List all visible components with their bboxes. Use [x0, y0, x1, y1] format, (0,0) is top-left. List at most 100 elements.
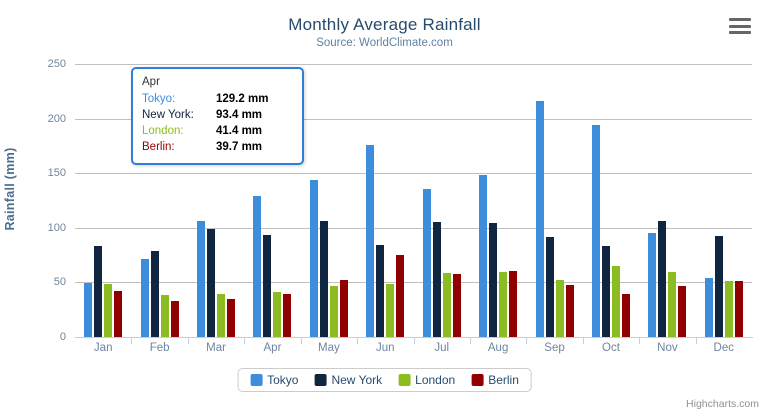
tooltip-series-name: London:: [142, 125, 184, 137]
bar-tokyo-jul[interactable]: [422, 188, 431, 337]
bar-new-york-feb[interactable]: [150, 250, 159, 337]
legend-label: London: [415, 373, 456, 387]
bar-new-york-dec[interactable]: [714, 236, 723, 337]
bar-new-york-jun[interactable]: [376, 244, 385, 337]
plot-area: [75, 64, 752, 337]
bar-tokyo-apr[interactable]: [253, 195, 262, 337]
tooltip-row: New York: 93.4 mm: [142, 107, 293, 123]
x-axis-tick-label: Nov: [657, 342, 678, 354]
bar-berlin-jan[interactable]: [114, 290, 123, 337]
x-axis-tick-label: Oct: [602, 342, 620, 354]
bar-berlin-jun[interactable]: [396, 254, 405, 337]
bar-london-apr[interactable]: [273, 291, 282, 337]
bar-tokyo-feb[interactable]: [140, 258, 149, 337]
bar-tokyo-sep[interactable]: [535, 100, 544, 337]
grid-line: [75, 118, 752, 120]
legend-label: Tokyo: [267, 373, 299, 387]
bar-berlin-mar[interactable]: [227, 299, 236, 337]
bar-london-jun[interactable]: [386, 284, 395, 337]
y-axis-tick-label: 150: [47, 167, 66, 180]
bar-london-feb[interactable]: [160, 294, 169, 337]
bar-berlin-jul[interactable]: [452, 274, 461, 337]
tooltip-series-value: 93.4 mm: [216, 109, 263, 121]
bar-london-nov[interactable]: [668, 272, 677, 337]
legend-item-berlin[interactable]: Berlin: [471, 373, 519, 387]
legend-item-tokyo[interactable]: Tokyo: [250, 373, 298, 387]
x-axis-tick: [131, 338, 133, 344]
menu-bar-3: [729, 31, 751, 34]
bar-berlin-aug[interactable]: [509, 271, 518, 337]
bar-new-york-jan[interactable]: [94, 245, 103, 337]
bar-new-york-mar[interactable]: [207, 229, 216, 337]
grid-line: [75, 227, 752, 229]
x-axis-tick: [695, 338, 697, 344]
bar-tokyo-aug[interactable]: [479, 174, 488, 337]
hamburger-menu-icon[interactable]: [729, 16, 751, 36]
grid-line: [75, 173, 752, 175]
tooltip-series-value: 39.7 mm: [216, 141, 263, 153]
bar-london-jul[interactable]: [442, 272, 451, 337]
bar-new-york-jul[interactable]: [432, 222, 441, 337]
bar-tokyo-dec[interactable]: [704, 277, 713, 337]
x-axis-tick-label: Jul: [434, 342, 450, 354]
credits-link[interactable]: Highcharts.com: [686, 398, 759, 410]
bar-tokyo-oct[interactable]: [591, 125, 600, 337]
tooltip-series-value: 129.2 mm: [216, 93, 269, 105]
chart-legend: Tokyo New York London Berlin: [237, 368, 532, 392]
tooltip-rows: Tokyo: 129.2 mm New York: 93.4 mm London: 41.…: [142, 91, 293, 155]
bar-london-jan[interactable]: [104, 283, 113, 337]
x-axis-tick: [582, 338, 584, 344]
bar-tokyo-jan[interactable]: [84, 282, 93, 337]
legend-item-london[interactable]: London: [398, 373, 455, 387]
chart-subtitle: Source: WorldClimate.com: [316, 37, 453, 49]
bar-new-york-aug[interactable]: [489, 223, 498, 337]
tooltip-series-value: 41.4 mm: [216, 125, 263, 137]
bar-london-sep[interactable]: [555, 279, 564, 337]
bar-london-oct[interactable]: [611, 265, 620, 337]
grid-line: [75, 64, 752, 65]
bar-tokyo-may[interactable]: [309, 179, 318, 337]
y-axis-tick-label: 250: [47, 58, 66, 70]
bar-new-york-may[interactable]: [319, 221, 328, 337]
bar-london-mar[interactable]: [217, 294, 226, 337]
bar-berlin-feb[interactable]: [170, 300, 179, 337]
tooltip-series-name: Tokyo:: [142, 93, 176, 105]
bar-tokyo-nov[interactable]: [648, 232, 657, 337]
y-axis-tick-label: 50: [53, 276, 66, 289]
legend-item-new-york[interactable]: New York: [314, 373, 382, 387]
bar-berlin-nov[interactable]: [678, 285, 687, 337]
menu-bar-1: [729, 18, 751, 21]
bar-new-york-oct[interactable]: [601, 245, 610, 337]
grid-line: [75, 282, 752, 284]
x-axis-tick: [300, 338, 302, 344]
x-axis-tick-label: Dec: [713, 342, 735, 354]
legend-swatch-icon: [398, 374, 411, 386]
x-axis-tick: [187, 338, 189, 344]
x-axis-tick-label: Sep: [544, 342, 565, 354]
bar-berlin-sep[interactable]: [565, 285, 574, 337]
bar-london-dec[interactable]: [724, 281, 733, 337]
chart-title: Monthly Average Rainfall: [288, 15, 481, 34]
x-axis-tick-label: Apr: [263, 342, 282, 354]
legend-swatch-icon: [250, 374, 263, 386]
y-axis-tick-label: 200: [47, 112, 66, 125]
bar-tokyo-mar[interactable]: [197, 220, 206, 337]
bar-new-york-apr[interactable]: [263, 235, 272, 337]
bar-tokyo-jun[interactable]: [366, 144, 375, 337]
bar-berlin-dec[interactable]: [734, 281, 743, 337]
legend-swatch-icon: [471, 374, 484, 386]
bar-new-york-nov[interactable]: [658, 220, 667, 337]
bar-berlin-oct[interactable]: [621, 294, 630, 337]
bar-london-may[interactable]: [329, 285, 338, 337]
bar-berlin-apr[interactable]: [283, 293, 292, 337]
menu-bar-2: [729, 24, 751, 28]
x-axis-tick: [639, 338, 641, 344]
legend-swatch-icon: [314, 374, 327, 386]
x-axis-tick: [244, 338, 246, 344]
x-axis-tick-label: Jun: [376, 342, 395, 354]
tooltip-header: Apr: [142, 76, 160, 88]
bar-new-york-sep[interactable]: [545, 237, 554, 337]
bar-london-aug[interactable]: [499, 271, 508, 337]
bar-berlin-may[interactable]: [339, 279, 348, 337]
